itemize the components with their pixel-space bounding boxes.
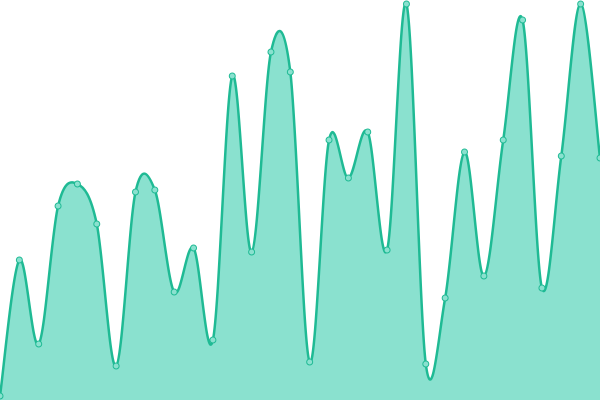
point	[151, 186, 159, 194]
point	[422, 360, 430, 368]
point	[15, 256, 23, 264]
point	[538, 284, 546, 292]
point	[170, 288, 178, 296]
point	[286, 68, 294, 76]
point	[480, 272, 488, 280]
point	[596, 154, 600, 162]
point	[228, 72, 236, 80]
point	[364, 128, 372, 136]
point	[248, 248, 256, 256]
point	[209, 336, 217, 344]
point	[73, 180, 81, 188]
point	[0, 392, 4, 400]
point	[402, 0, 410, 8]
point	[93, 220, 101, 228]
point	[112, 362, 120, 370]
point	[441, 294, 449, 302]
point	[54, 202, 62, 210]
point	[519, 16, 527, 24]
point	[306, 358, 314, 366]
point	[557, 152, 565, 160]
point	[267, 48, 275, 56]
point	[131, 188, 139, 196]
point	[190, 244, 198, 252]
point	[499, 136, 507, 144]
point	[577, 0, 585, 8]
point	[325, 136, 333, 144]
point	[344, 174, 352, 182]
point	[383, 246, 391, 254]
point	[35, 340, 43, 348]
point	[461, 148, 469, 156]
